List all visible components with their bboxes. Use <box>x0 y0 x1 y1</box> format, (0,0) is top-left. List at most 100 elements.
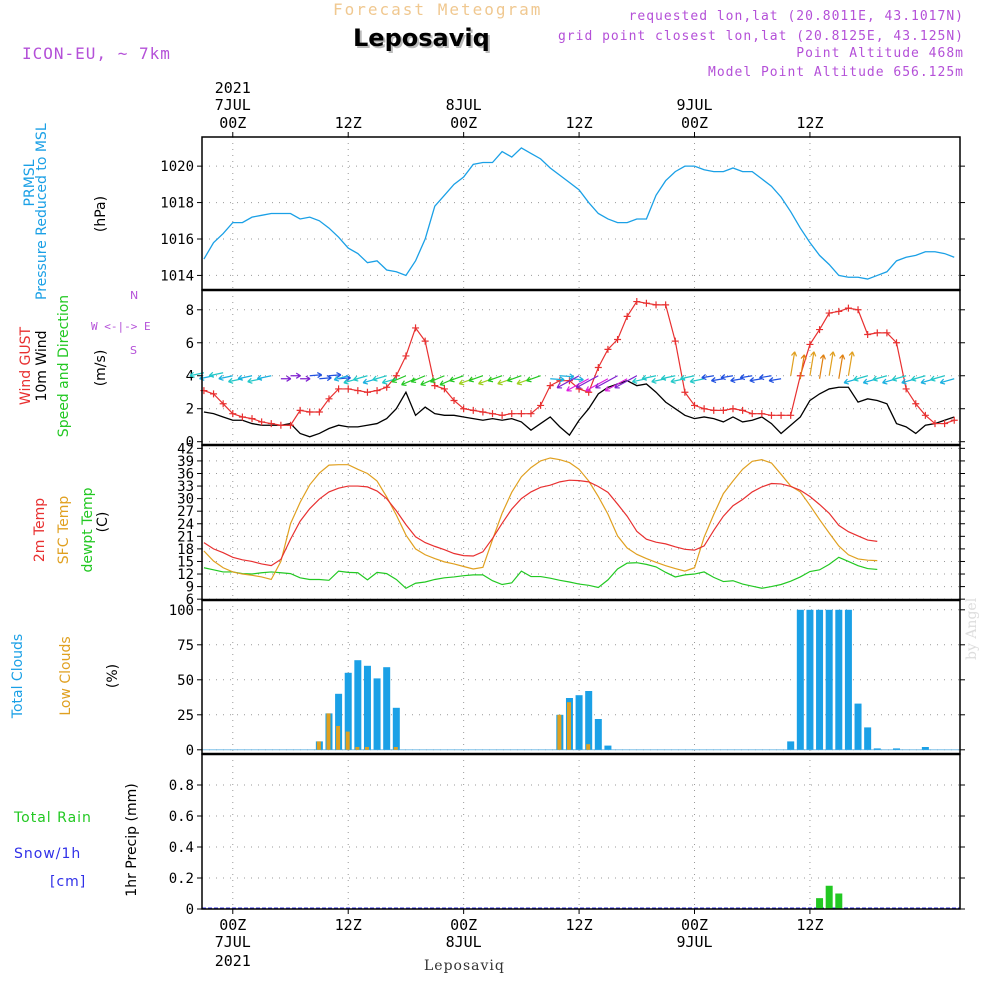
wind-arrow <box>689 377 705 384</box>
total-cloud-bar <box>383 667 391 750</box>
wind-arrow <box>218 374 233 381</box>
low-cloud-bar <box>586 744 591 750</box>
x-tick-label-bottom: 00Z <box>450 916 477 934</box>
y-tick-label: 18 <box>177 542 194 558</box>
wind-arrow <box>410 375 426 384</box>
gust-marker <box>450 396 458 404</box>
total-cloud-bar <box>921 747 929 750</box>
gust-marker <box>652 301 660 309</box>
y-tick-label: 1016 <box>160 232 194 248</box>
y-tick-label: 0.6 <box>169 809 194 825</box>
gust-marker <box>460 405 468 413</box>
low-cloud-bar <box>336 726 341 750</box>
total-cloud-bar <box>825 609 833 750</box>
gust-marker <box>383 383 391 391</box>
y-tick-label: 42 <box>177 441 194 457</box>
gust-marker <box>912 400 920 408</box>
x-tick-label-bottom: 12Z <box>566 916 593 934</box>
gust-marker <box>806 340 814 348</box>
gust-marker <box>286 421 294 429</box>
gust-marker <box>835 307 843 315</box>
gust-marker <box>719 406 727 414</box>
y-tick-label: 6 <box>186 336 194 352</box>
gust-marker <box>219 400 227 408</box>
wind-arrow <box>872 375 888 382</box>
wind-arrow <box>853 375 868 382</box>
gust-marker <box>729 405 737 413</box>
y-tick-label: 1020 <box>160 159 194 175</box>
date-label-bottom: 9JUL <box>676 933 712 951</box>
total-cloud-bar <box>335 693 343 750</box>
gust-marker <box>431 382 439 390</box>
date-label-bottom: 7JUL <box>215 933 251 951</box>
x-tick-label-top: 12Z <box>796 114 823 132</box>
total-cloud-bar <box>796 609 804 750</box>
gust-marker <box>537 401 545 409</box>
gust-marker <box>642 299 650 307</box>
wind-arrow <box>720 374 734 381</box>
gust-marker <box>440 385 448 393</box>
wind-arrow <box>847 351 855 376</box>
y-tick-label: 4 <box>186 369 194 385</box>
gust-marker <box>883 329 891 337</box>
wind-arrow <box>550 376 565 383</box>
gust-marker <box>633 298 641 306</box>
low-cloud-bar <box>566 702 571 750</box>
gust-marker <box>229 410 237 418</box>
panel-frame <box>201 753 961 910</box>
gust-marker <box>950 416 958 424</box>
x-tick-label-top: 12Z <box>335 114 362 132</box>
wind-arrow <box>680 374 695 381</box>
year-label-bottom: 2021 <box>215 952 251 970</box>
wind-arrow <box>749 377 762 384</box>
wind-arrow <box>710 377 724 384</box>
gust-marker <box>527 410 535 418</box>
gust-marker <box>315 408 323 416</box>
wind-arrow <box>429 375 445 384</box>
x-tick-label-top: 00Z <box>450 114 477 132</box>
wind-arrow <box>569 376 584 383</box>
gust-marker <box>691 401 699 409</box>
x-tick-label-bottom: 00Z <box>681 916 708 934</box>
wind-arrow <box>614 375 638 389</box>
wind-arrow <box>660 374 676 381</box>
gust-marker <box>623 312 631 320</box>
wind-arrow <box>353 375 368 382</box>
wind-arrow <box>280 375 292 382</box>
date-label-top: 7JUL <box>215 96 251 114</box>
y-tick-label: 1018 <box>160 196 194 212</box>
gust-marker <box>921 411 929 419</box>
wind-arrow <box>309 371 323 379</box>
gust-marker <box>258 418 266 426</box>
dewpt-line <box>203 556 878 589</box>
gust-marker <box>594 364 602 371</box>
low-cloud-bar <box>345 731 350 750</box>
gust-marker <box>508 410 516 418</box>
y-tick-label: 21 <box>177 529 194 545</box>
y-tick-label: 36 <box>177 466 194 482</box>
wind-speed-line <box>203 379 955 438</box>
total-cloud-bar <box>604 745 612 750</box>
y-tick-label: 24 <box>177 517 194 533</box>
gust-marker <box>296 406 304 414</box>
date-label-bottom: 8JUL <box>446 933 482 951</box>
gust-marker <box>402 352 410 360</box>
total-cloud-bar <box>373 678 381 750</box>
rain-bar <box>835 893 843 909</box>
wind-arrow <box>290 372 301 379</box>
wind-arrow <box>838 354 846 379</box>
total-cloud-bar <box>844 609 852 750</box>
pressure-line <box>203 147 955 280</box>
gust-marker <box>267 420 275 428</box>
requested-coords: requested lon,lat (20.8011E, 43.1017N) <box>628 9 964 24</box>
x-tick-label-bottom: 12Z <box>335 916 362 934</box>
wind-arrow <box>701 374 714 381</box>
total-cloud-bar <box>835 609 843 750</box>
x-tick-label-bottom: 12Z <box>796 916 823 934</box>
wind-arrow <box>790 351 798 376</box>
snow-label: Snow/1h <box>14 846 82 862</box>
y-tick-label: 27 <box>177 504 194 520</box>
point-altitude: Point Altitude 468m <box>796 46 964 61</box>
wind-arrow <box>730 377 743 384</box>
station-name: Leposaviq <box>353 24 490 52</box>
